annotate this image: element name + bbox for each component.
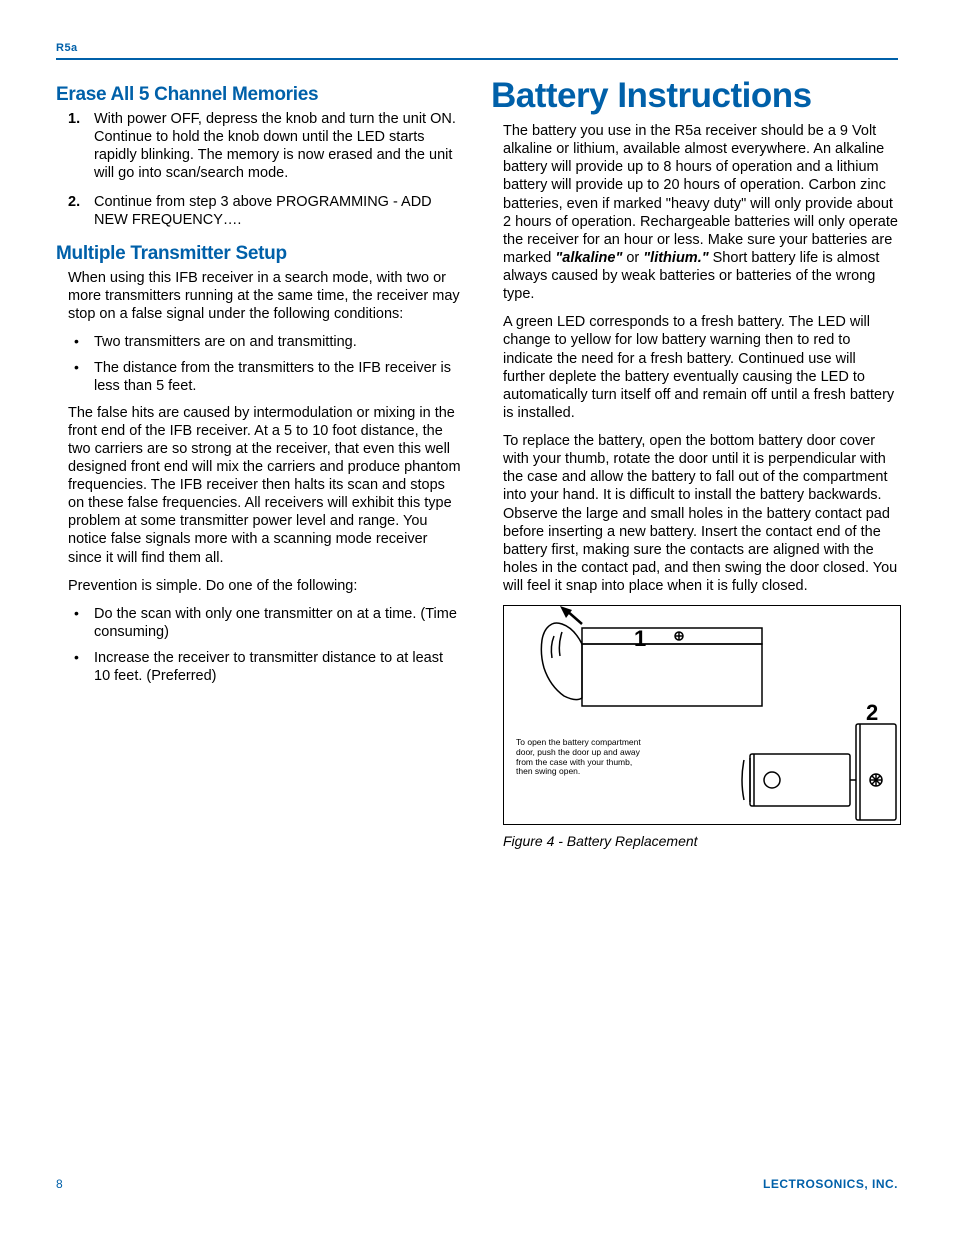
multi-tx-intro: When using this IFB receiver in a search…	[68, 269, 463, 323]
list-item: Do the scan with only one transmitter on…	[68, 605, 463, 641]
multi-tx-explanation: The false hits are caused by intermodula…	[68, 404, 463, 567]
step-number: 2.	[68, 193, 80, 211]
battery-para2: A green LED corresponds to a fresh batte…	[503, 313, 898, 422]
battery-para1: The battery you use in the R5a receiver …	[503, 122, 898, 303]
figure-label-1: 1	[634, 626, 646, 652]
step-number: 1.	[68, 110, 80, 128]
multi-tx-conditions: Two transmitters are on and transmitting…	[68, 333, 463, 395]
list-item: The distance from the transmitters to th…	[68, 359, 463, 395]
figure-note: To open the battery compartment door, pu…	[516, 738, 646, 777]
multi-tx-heading: Multiple Transmitter Setup	[56, 243, 463, 265]
page-footer: 8 LECTROSONICS, INC.	[56, 1177, 898, 1191]
footer-brand: LECTROSONICS, INC.	[763, 1177, 898, 1191]
battery-heading: Battery Instructions	[491, 76, 898, 116]
page-number: 8	[56, 1177, 63, 1191]
figure-label-2: 2	[866, 700, 878, 726]
emphasis-alkaline: "alkaline"	[555, 250, 622, 266]
figure-caption: Figure 4 - Battery Replacement	[503, 833, 898, 849]
emphasis-lithium: "lithium."	[643, 250, 708, 266]
erase-step-2: 2. Continue from step 3 above PROGRAMMIN…	[68, 193, 463, 229]
erase-heading: Erase All 5 Channel Memories	[56, 84, 463, 106]
text-fragment: The battery you use in the R5a receiver …	[503, 123, 898, 266]
step-text: Continue from step 3 above PROGRAMMING -…	[94, 194, 432, 228]
text-fragment: or	[622, 250, 643, 266]
erase-steps: 1. With power OFF, depress the knob and …	[68, 110, 463, 229]
erase-step-1: 1. With power OFF, depress the knob and …	[68, 110, 463, 183]
multi-tx-prevention-intro: Prevention is simple. Do one of the foll…	[68, 577, 463, 595]
step-text: With power OFF, depress the knob and tur…	[94, 111, 456, 181]
battery-diagram-svg	[504, 606, 902, 826]
list-item: Two transmitters are on and transmitting…	[68, 333, 463, 351]
battery-figure: 1 2 To open the battery compartment door…	[503, 605, 901, 825]
left-column: Erase All 5 Channel Memories 1. With pow…	[56, 70, 463, 849]
header-model-label: R5a	[56, 42, 78, 54]
right-column: Battery Instructions The battery you use…	[491, 70, 898, 849]
header-bar: R5a	[56, 38, 898, 60]
list-item: Increase the receiver to transmitter dis…	[68, 649, 463, 685]
multi-tx-prevention-list: Do the scan with only one transmitter on…	[68, 605, 463, 686]
battery-para3: To replace the battery, open the bottom …	[503, 432, 898, 595]
content-columns: Erase All 5 Channel Memories 1. With pow…	[56, 70, 898, 849]
